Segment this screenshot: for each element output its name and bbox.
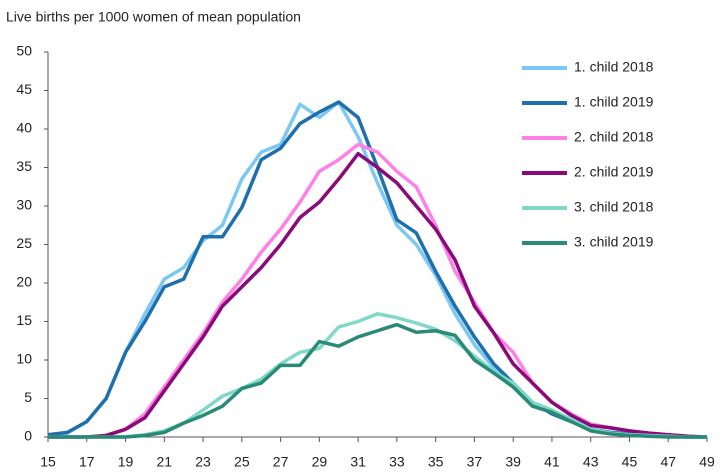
x-tick-label: 21	[157, 454, 173, 470]
series-line	[48, 151, 708, 439]
x-tick-label: 29	[312, 454, 328, 470]
y-tick-label: 45	[16, 81, 32, 97]
x-tick-label: 19	[118, 454, 134, 470]
x-tick-label: 23	[195, 454, 211, 470]
y-tick-label: 35	[16, 158, 32, 174]
x-tick-label: 47	[660, 454, 676, 470]
series-line	[48, 322, 707, 439]
x-tick-label: 35	[428, 454, 444, 470]
x-tick-label: 31	[350, 454, 366, 470]
x-tick-label: 33	[389, 454, 405, 470]
y-tick-label: 40	[16, 120, 32, 136]
legend-label: 2. child 2018	[574, 129, 654, 145]
series-line	[48, 142, 708, 439]
legend-label: 2. child 2019	[574, 164, 654, 180]
x-tick-label: 43	[583, 454, 599, 470]
y-tick-label: 25	[16, 235, 32, 251]
legend-label: 3. child 2018	[574, 199, 654, 215]
x-tick-label: 45	[622, 454, 638, 470]
x-tick-label: 49	[699, 454, 715, 470]
x-tick-label: 15	[40, 454, 56, 470]
x-tick-label: 25	[234, 454, 250, 470]
legend-label: 1. child 2018	[574, 59, 654, 75]
y-tick-label: 0	[24, 428, 32, 444]
y-tick-label: 5	[24, 389, 32, 405]
y-tick-label: 15	[16, 312, 32, 328]
legend-label: 1. child 2019	[574, 94, 654, 110]
y-tick-label: 10	[16, 351, 32, 367]
axis-title: Live births per 1000 women of mean popul…	[6, 9, 301, 25]
y-tick-label: 50	[16, 43, 32, 59]
x-tick-label: 41	[544, 454, 560, 470]
x-tick-label: 37	[467, 454, 483, 470]
legend-label: 3. child 2019	[574, 234, 654, 250]
x-tick-label: 27	[273, 454, 289, 470]
y-tick-label: 30	[16, 197, 32, 213]
x-tick-label: 17	[79, 454, 95, 470]
x-tick-label: 39	[505, 454, 521, 470]
y-tick-label: 20	[16, 274, 32, 290]
